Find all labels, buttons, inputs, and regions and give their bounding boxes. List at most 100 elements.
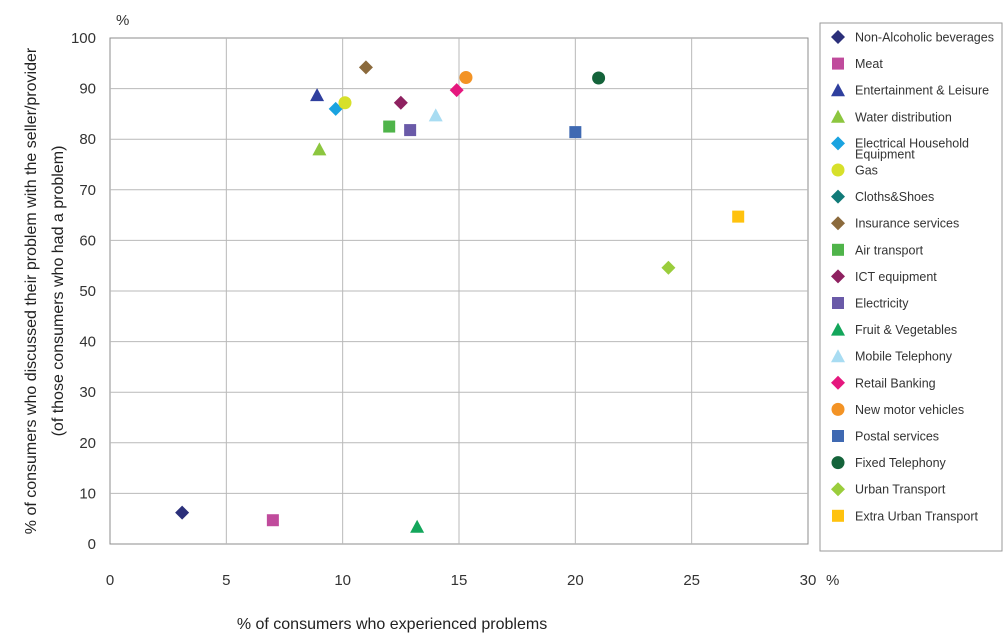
legend-item: Entertainment & Leisure bbox=[831, 83, 989, 98]
legend-item: Meat bbox=[832, 57, 883, 71]
legend-marker bbox=[831, 216, 845, 231]
y-tick-label: 50 bbox=[79, 283, 96, 300]
legend-marker bbox=[831, 163, 845, 177]
y-tick-label: 30 bbox=[79, 384, 96, 401]
x-axis-unit: % bbox=[826, 572, 839, 589]
data-point bbox=[459, 70, 473, 84]
legend: Non-Alcoholic beverages Meat Entertainment… bbox=[819, 22, 1003, 552]
x-tick-label: 0 bbox=[106, 572, 114, 589]
legend-marker bbox=[831, 136, 845, 151]
y-tick-label: 20 bbox=[79, 435, 96, 452]
legend-item: Extra Urban Transport bbox=[832, 509, 978, 523]
x-tick-label: 25 bbox=[683, 572, 700, 589]
y-tick-label: 10 bbox=[79, 485, 96, 502]
legend-marker bbox=[831, 482, 845, 497]
legend-label: Fruit & Vegetables bbox=[855, 323, 957, 337]
legend-item: Water distribution bbox=[831, 109, 952, 124]
y-tick-label: 40 bbox=[79, 334, 96, 351]
y-tick-label: 70 bbox=[79, 182, 96, 199]
data-point bbox=[310, 88, 325, 102]
data-point bbox=[338, 96, 352, 110]
data-point bbox=[428, 108, 443, 122]
data-point bbox=[393, 95, 408, 110]
legend-label: Urban Transport bbox=[855, 483, 946, 497]
legend-item: Electricity bbox=[832, 297, 909, 311]
legend-marker bbox=[831, 189, 845, 204]
legend-marker bbox=[831, 30, 845, 44]
legend-marker bbox=[831, 83, 845, 97]
data-point bbox=[569, 126, 582, 139]
legend-marker bbox=[831, 322, 845, 336]
data-point bbox=[449, 83, 464, 98]
legend-item: New motor vehicles bbox=[831, 402, 964, 417]
legend-label: Gas bbox=[855, 164, 878, 178]
legend-items: Non-Alcoholic beverages Meat Entertainment… bbox=[831, 30, 994, 523]
legend-marker bbox=[831, 456, 845, 470]
legend-label: Extra Urban Transport bbox=[855, 509, 978, 523]
legend-marker bbox=[832, 509, 844, 522]
data-point bbox=[661, 260, 676, 275]
legend-label: Retail Banking bbox=[855, 376, 936, 390]
y-tick-label: 60 bbox=[79, 232, 96, 249]
data-point bbox=[266, 514, 279, 527]
data-point bbox=[404, 124, 417, 137]
legend-label: Air transport bbox=[855, 243, 924, 257]
legend-label: Electrical Household bbox=[855, 136, 969, 150]
legend-label: Electricity bbox=[855, 297, 909, 311]
legend-item: Urban Transport bbox=[831, 482, 946, 497]
legend-item: ICT equipment bbox=[831, 269, 937, 284]
legend-marker bbox=[832, 430, 844, 442]
legend-item: Non-Alcoholic beverages bbox=[831, 30, 994, 45]
legend-item: Retail Banking bbox=[831, 375, 936, 390]
legend-label: Entertainment & Leisure bbox=[855, 84, 989, 98]
plot-area bbox=[109, 37, 809, 545]
legend-item: Postal services bbox=[832, 430, 939, 444]
legend-label: Insurance services bbox=[855, 217, 959, 231]
x-tick-label: 5 bbox=[222, 572, 230, 589]
legend-label: New motor vehicles bbox=[855, 403, 964, 417]
x-tick-label: 10 bbox=[334, 572, 351, 589]
x-axis-title: % of consumers who experienced problems bbox=[237, 616, 547, 633]
legend-label: Postal services bbox=[855, 430, 939, 444]
legend-label: Fixed Telephony bbox=[855, 456, 947, 470]
x-tick-label: 15 bbox=[451, 572, 468, 589]
legend-item: Air transport bbox=[832, 243, 924, 257]
legend-marker bbox=[832, 297, 844, 309]
legend-label: Water distribution bbox=[855, 110, 952, 124]
legend-frame bbox=[819, 22, 1003, 552]
data-point bbox=[592, 71, 606, 85]
y-tick-label: 0 bbox=[88, 536, 96, 553]
legend-label: Meat bbox=[855, 57, 883, 71]
legend-item: Gas bbox=[831, 163, 878, 178]
y-axis-title-line1: % of consumers who discussed their probl… bbox=[23, 47, 40, 534]
legend-label: Cloths&Shoes bbox=[855, 190, 934, 204]
data-point bbox=[410, 519, 425, 533]
legend-marker bbox=[831, 402, 845, 416]
legend-item: Cloths&Shoes bbox=[831, 189, 934, 204]
y-tick-label: 80 bbox=[79, 131, 96, 148]
legend-label: Non-Alcoholic beverages bbox=[855, 31, 994, 45]
data-markers bbox=[175, 60, 745, 533]
tick-labels: 0 10 20 30 40 50 60 70 80 90 100 0 5 10 15 20 25 30 bbox=[71, 30, 816, 589]
legend-marker bbox=[831, 375, 845, 390]
legend-marker bbox=[831, 269, 845, 284]
y-axis-title-line2: (of those consumers who had a problem) bbox=[50, 146, 67, 437]
legend-marker bbox=[831, 349, 845, 363]
legend-marker bbox=[832, 57, 844, 70]
data-point bbox=[732, 210, 745, 223]
legend-label: Mobile Telephony bbox=[855, 350, 953, 364]
legend-item: Insurance services bbox=[831, 216, 959, 231]
y-tick-label: 90 bbox=[79, 81, 96, 98]
legend-item: Fruit & Vegetables bbox=[831, 322, 957, 337]
data-point bbox=[175, 505, 190, 520]
y-axis-unit: % bbox=[116, 12, 129, 29]
legend-label-continued: Equipment bbox=[855, 147, 915, 161]
legend-label: ICT equipment bbox=[855, 270, 937, 284]
data-point bbox=[383, 120, 396, 133]
y-tick-label: 100 bbox=[71, 30, 96, 47]
data-point bbox=[312, 142, 327, 156]
x-tick-label: 30 bbox=[800, 572, 817, 589]
data-point bbox=[358, 60, 373, 75]
